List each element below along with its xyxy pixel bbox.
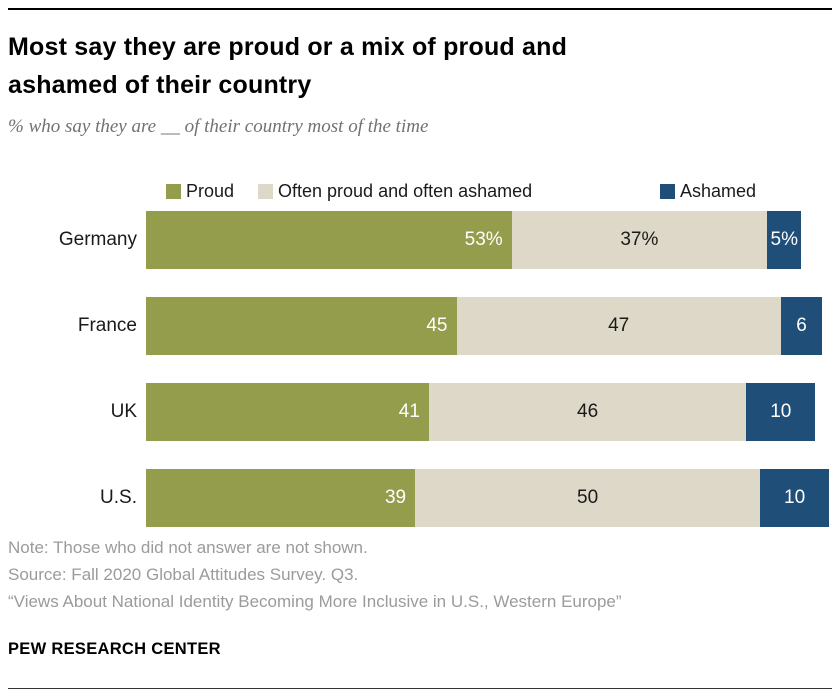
bar-row-uk: UK 41 46 10 — [0, 383, 840, 441]
bar-value-label: 10 — [770, 401, 792, 422]
bar-track: 45 47 6 — [146, 297, 823, 355]
bar-value-label: 10 — [784, 487, 806, 508]
bar-segment: 47 — [456, 297, 781, 355]
bar-segment: 10 — [746, 383, 816, 441]
bar-segment: 5% — [766, 211, 802, 269]
legend-item-ashamed: Ashamed — [660, 181, 756, 202]
footer-note: Note: Those who did not answer are not s… — [8, 538, 368, 557]
proud-swatch-icon — [166, 184, 181, 199]
bar-row-germany: Germany 53% 37% 5% — [0, 211, 840, 269]
category-label: U.S. — [100, 487, 137, 508]
legend-label-mixed: Often proud and often ashamed — [278, 181, 533, 201]
bar-segment: 41 — [146, 383, 429, 441]
legend-item-mixed: Often proud and often ashamed — [258, 181, 532, 202]
category-label: UK — [110, 401, 137, 422]
bottom-rule — [8, 688, 832, 689]
mixed-swatch-icon — [258, 184, 273, 199]
legend-item-proud: Proud — [166, 181, 234, 202]
bar-segment: 6 — [780, 297, 823, 355]
bar-segment: 10 — [760, 469, 830, 527]
legend: Proud Often proud and often ashamed Asha… — [0, 181, 840, 201]
bar-row-us: U.S. 39 50 10 — [0, 469, 840, 527]
legend-label-proud: Proud — [186, 181, 235, 201]
bar-value-label: 39 — [384, 487, 407, 508]
footer-report-title: “Views About National Identity Becoming … — [8, 592, 622, 611]
bar-value-label: 41 — [398, 401, 420, 422]
bar-track: 39 50 10 — [146, 469, 830, 527]
bar-value-label: 53% — [464, 229, 503, 250]
chart-subtitle: % who say they are __ of their country m… — [8, 116, 429, 137]
bar-value-label: 50 — [577, 487, 599, 508]
footer-notes: Note: Those who did not answer are not s… — [8, 534, 622, 615]
pew-research-center-brand: PEW RESEARCH CENTER — [8, 640, 221, 658]
bar-track: 41 46 10 — [146, 383, 816, 441]
top-rule — [8, 8, 832, 10]
bar-value-label: 46 — [577, 401, 599, 422]
chart-title-line-2: ashamed of their country — [8, 71, 312, 99]
bar-value-label: 37% — [620, 229, 659, 250]
bar-value-label: 45 — [426, 315, 448, 336]
footer-source: Source: Fall 2020 Global Attitudes Surve… — [8, 565, 359, 584]
bar-segment: 37% — [511, 211, 767, 269]
bar-segment: 46 — [428, 383, 747, 441]
bar-row-france: France 45 47 6 — [0, 297, 840, 355]
stacked-bar-chart: Germany 53% 37% 5% France 45 47 6 UK 41 46 10 U.S. 39… — [0, 211, 840, 527]
bar-segment: 50 — [415, 469, 761, 527]
bar-track: 53% 37% 5% — [146, 211, 802, 269]
legend-label-ashamed: Ashamed — [680, 181, 757, 201]
bar-value-label: 5% — [770, 229, 798, 250]
bar-value-label: 47 — [608, 315, 630, 336]
ashamed-swatch-icon — [660, 184, 675, 199]
category-label: France — [77, 315, 137, 336]
bar-value-label: 6 — [796, 315, 807, 336]
bar-segment: 39 — [146, 469, 416, 527]
bar-segment: 53% — [146, 211, 512, 269]
chart-title: Most say they are proud or a mix of prou… — [8, 28, 567, 104]
chart-title-line-1: Most say they are proud or a mix of prou… — [8, 33, 568, 61]
category-label: Germany — [58, 229, 137, 250]
bar-segment: 45 — [146, 297, 457, 355]
